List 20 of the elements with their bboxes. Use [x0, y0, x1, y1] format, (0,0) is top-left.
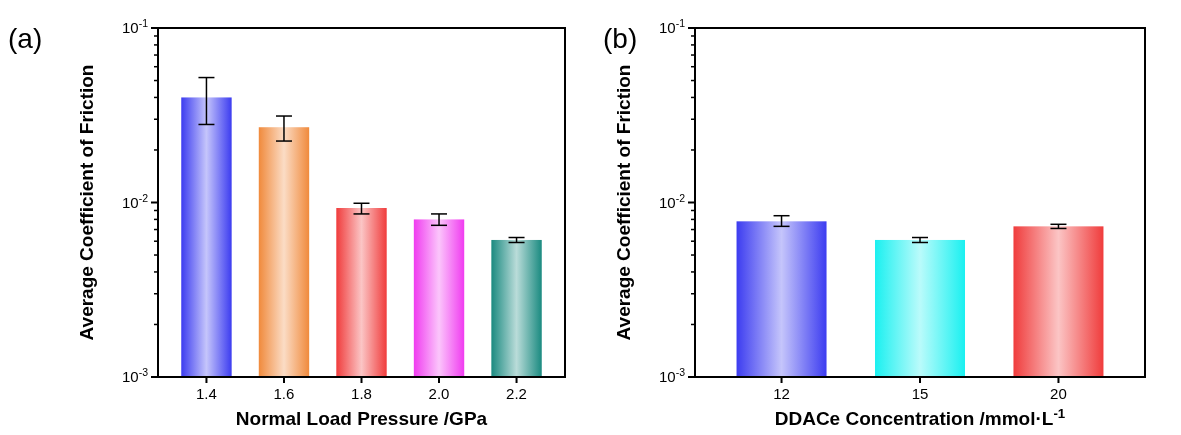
x-axis-title: DDACe Concentration /mmol·L$^{-1}$ [774, 405, 1066, 429]
y-tick-label: 10$^{-3}$ [658, 366, 686, 385]
y-axis-title: Average Coefficient of Friction [613, 64, 634, 341]
x-tick-label: 15 [911, 385, 929, 402]
x-tick-label: 20 [1050, 385, 1067, 402]
text: (b) [603, 23, 638, 54]
x-tick-label: 1.8 [351, 385, 372, 402]
y-tick-label: 10$^{-2}$ [658, 191, 686, 211]
x-tick-label: 1.4 [196, 385, 217, 402]
x-tick-label: 2.2 [506, 385, 527, 402]
y-tick-label: 10$^{-1}$ [121, 17, 149, 36]
x-tick-label: 12 [773, 385, 790, 402]
text: (a) [8, 23, 43, 54]
y-tick-label: 10$^{-1}$ [658, 17, 686, 36]
y-axis-title: Average Coefficient of Friction [76, 64, 97, 341]
x-tick-label: 1.6 [273, 385, 295, 402]
y-tick-label: 10$^{-2}$ [121, 191, 149, 211]
x-axis-title: Normal Load Pressure /GPa [235, 408, 488, 429]
y-tick-label: 10$^{-3}$ [121, 366, 149, 385]
x-tick-label: 2.0 [428, 385, 450, 402]
